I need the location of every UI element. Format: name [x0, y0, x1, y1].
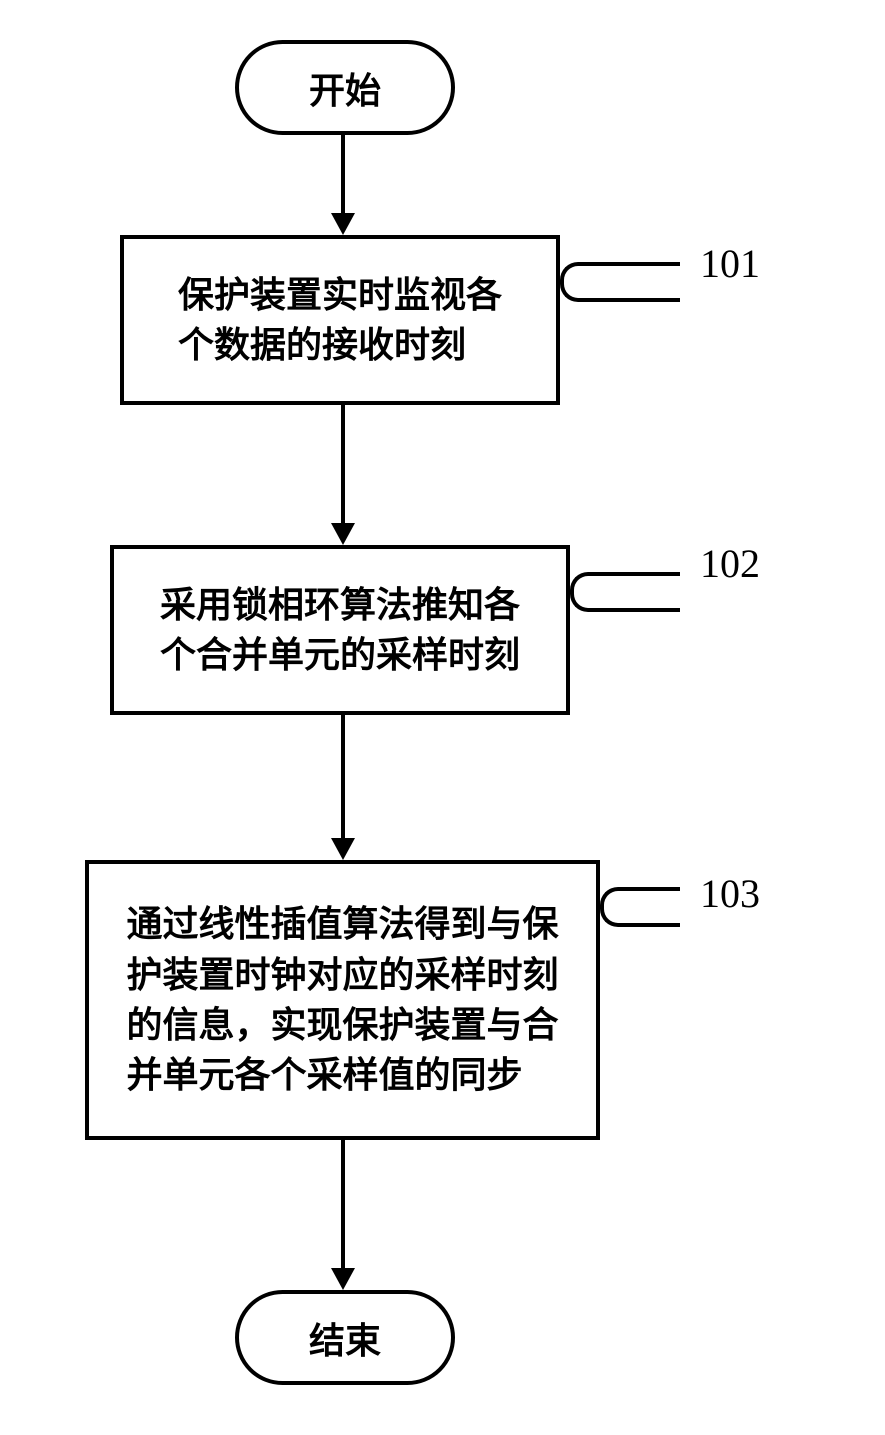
arrow-head-icon — [331, 838, 355, 860]
arrow-line — [341, 405, 345, 523]
arrow-line — [341, 715, 345, 838]
process-step-text: 保护装置实时监视各 个数据的接收时刻 — [178, 270, 502, 371]
process-step-101: 保护装置实时监视各 个数据的接收时刻 — [120, 235, 560, 405]
process-step-103: 通过线性插值算法得到与保 护装置时钟对应的采样时刻 的信息，实现保护装置与合 并… — [85, 860, 600, 1140]
callout-bracket-bottom — [570, 590, 680, 612]
callout-bracket-bottom — [560, 280, 680, 302]
step-number-label: 101 — [700, 240, 760, 287]
start-terminator: 开始 — [235, 40, 455, 135]
arrow-line — [341, 135, 345, 213]
end-terminator: 结束 — [235, 1290, 455, 1385]
arrow-head-icon — [331, 213, 355, 235]
process-step-102: 采用锁相环算法推知各 个合并单元的采样时刻 — [110, 545, 570, 715]
process-step-text: 通过线性插值算法得到与保 护装置时钟对应的采样时刻 的信息，实现保护装置与合 并… — [126, 899, 558, 1101]
arrow-line — [341, 1140, 345, 1268]
arrow-head-icon — [331, 523, 355, 545]
callout-bracket-bottom — [600, 905, 680, 927]
end-label: 结束 — [309, 1312, 381, 1364]
step-number-label: 103 — [700, 870, 760, 917]
start-label: 开始 — [309, 62, 381, 114]
arrow-head-icon — [331, 1268, 355, 1290]
process-step-text: 采用锁相环算法推知各 个合并单元的采样时刻 — [160, 580, 520, 681]
step-number-label: 102 — [700, 540, 760, 587]
